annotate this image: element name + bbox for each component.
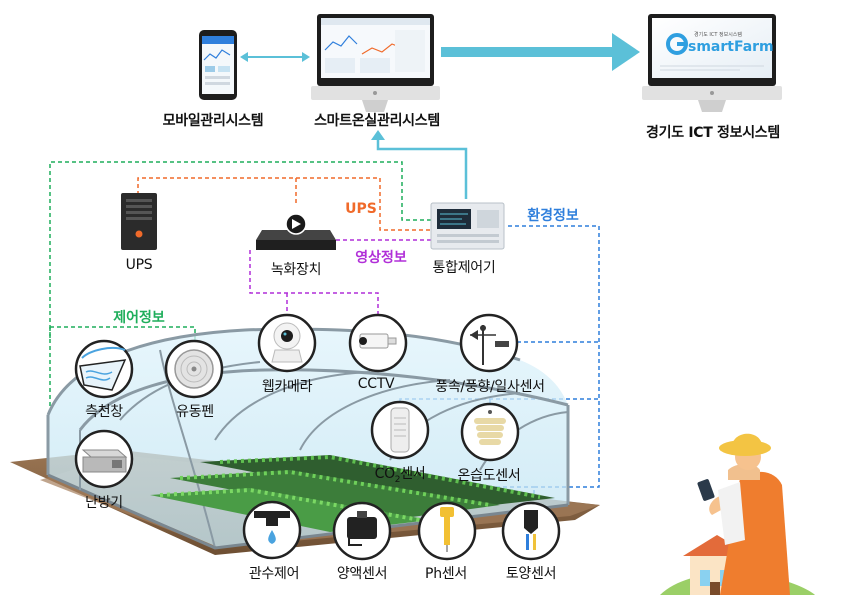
temp-humidity-sensor-label: 온습도센서 bbox=[457, 468, 521, 484]
gyeonggi-monitor-icon bbox=[642, 14, 782, 112]
controller-device-icon bbox=[430, 202, 505, 250]
controller-upload-arrow-icon bbox=[371, 130, 468, 199]
recorder-device-label: 녹화장치 bbox=[270, 262, 322, 278]
mobile-system-label: 모바일관리시스템 bbox=[162, 113, 264, 129]
smart-greenhouse-monitor-icon bbox=[311, 14, 440, 112]
controller-device-label: 통합제어기 bbox=[432, 260, 496, 276]
weather-sensor-icon bbox=[459, 313, 519, 373]
mobile-phone-icon bbox=[199, 30, 237, 100]
control-flow-tag: 제어정보 bbox=[113, 310, 165, 326]
fan-icon bbox=[164, 339, 224, 399]
webcam-label: 웹카메라 bbox=[261, 379, 313, 395]
co2-subscript: 2 bbox=[394, 474, 401, 485]
farmer-illustration bbox=[660, 433, 815, 595]
temp-humidity-sensor-icon bbox=[460, 402, 520, 462]
big-arrow-icon bbox=[441, 33, 640, 71]
webcam-icon bbox=[257, 313, 317, 373]
side-window-icon bbox=[74, 339, 134, 399]
side-window-label: 측천창 bbox=[85, 404, 123, 420]
gyeonggi-system-label: 경기도 ICT 정보시스템 bbox=[646, 125, 780, 141]
ph-sensor-icon bbox=[417, 501, 477, 561]
co2-sensor-icon bbox=[370, 400, 430, 460]
irrigation-icon bbox=[242, 500, 302, 560]
soil-sensor-label: 토양센서 bbox=[505, 566, 557, 582]
ups-device-icon bbox=[121, 193, 157, 250]
recorder-device-icon bbox=[256, 213, 336, 250]
fan-label: 유동펜 bbox=[176, 404, 214, 420]
ups-flow-tag: UPS bbox=[345, 201, 377, 217]
cctv-label: CCTV bbox=[357, 376, 395, 392]
gyeonggi-screen-brand: smartFarm bbox=[688, 39, 774, 55]
cctv-icon bbox=[348, 313, 408, 373]
heater-label: 난방기 bbox=[85, 495, 123, 511]
ph-sensor-label: Ph센서 bbox=[425, 566, 467, 582]
video-flow-tag: 영상정보 bbox=[355, 250, 407, 266]
smart-greenhouse-system-label: 스마트온실관리시스템 bbox=[314, 113, 440, 129]
heater-icon bbox=[74, 429, 134, 489]
weather-sensor-label: 풍속/풍향/일사센서 bbox=[435, 379, 545, 395]
nutrient-sensor-icon bbox=[332, 501, 392, 561]
ups-connection-lines bbox=[137, 177, 431, 231]
nutrient-sensor-label: 양액센서 bbox=[336, 566, 388, 582]
ups-device-label: UPS bbox=[125, 257, 153, 273]
environment-flow-tag: 환경정보 bbox=[527, 208, 579, 224]
soil-sensor-icon bbox=[501, 501, 561, 561]
co2-sensor-label: CO2센서 bbox=[375, 463, 426, 485]
video-connection-lines bbox=[249, 239, 431, 318]
gyeonggi-screen-subtitle: 경기도 ICT 정보시스템 bbox=[694, 31, 742, 38]
sync-arrow-icon bbox=[240, 52, 310, 62]
co2-suffix: 센서 bbox=[400, 466, 426, 482]
irrigation-label: 관수제어 bbox=[248, 566, 300, 582]
co2-prefix: CO bbox=[374, 466, 396, 482]
